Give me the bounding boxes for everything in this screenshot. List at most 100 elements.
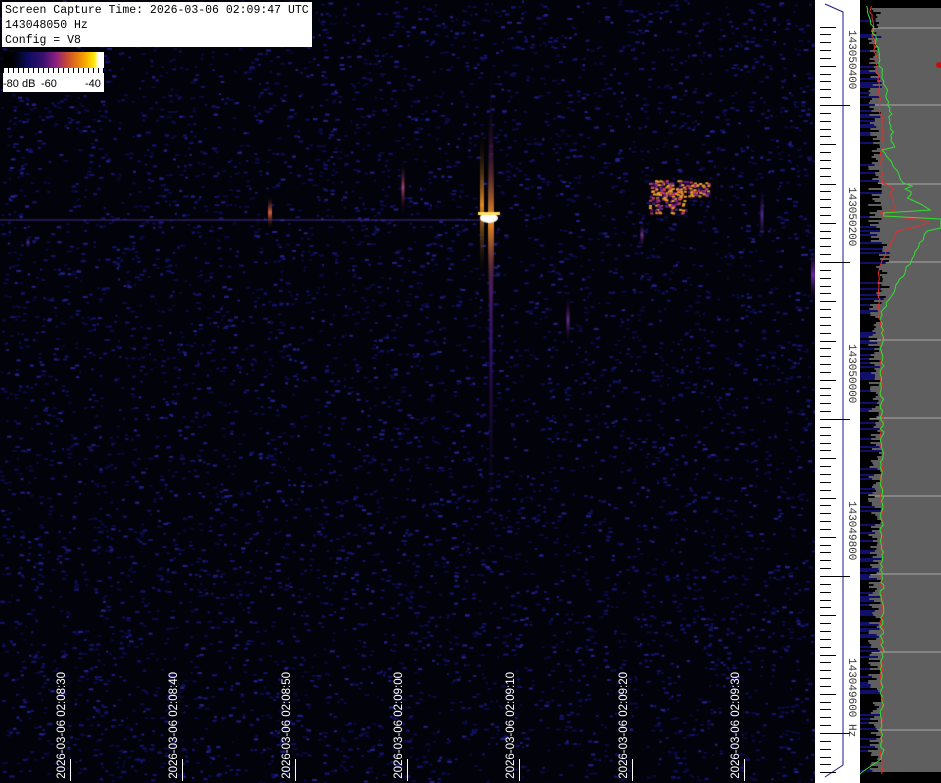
spectrum-bar [860,746,876,748]
ruler-minor-tick [820,552,831,553]
ruler-minor-tick [820,568,831,569]
time-tick [406,759,408,781]
spectrum-bar [860,388,870,390]
spectrum-bar [860,516,878,518]
spectrum-bar [860,332,876,334]
spectrum-bar [860,126,877,128]
spectrum-bar [860,72,877,74]
spectrum-bar [860,494,869,496]
spectrum-bar [860,608,879,610]
time-tick [294,759,296,781]
spectrum-bar [860,512,872,514]
waterfall-display[interactable]: Screen Capture Time: 2026-03-06 02:09:47… [0,0,815,783]
spectrum-bar [860,518,878,520]
spectrum-bar [860,736,881,738]
spectrum-bar [860,204,869,206]
spectrum-bar [860,102,869,104]
spectrum-top-bar [860,0,941,8]
spectrum-bar [860,632,869,634]
ruler-minor-tick [820,545,831,546]
spectrum-bar [860,420,879,422]
spectrum-bar [860,146,880,148]
spectrum-bar [860,352,875,354]
spectrum-bar [860,250,883,252]
spectrogram-canvas [0,0,815,783]
ruler-minor-tick [820,372,831,373]
spectrum-bar [860,438,872,440]
spectrum-trace-red [869,5,931,775]
spectrum-bar [860,706,880,708]
spectrum-bar [860,574,871,576]
spectrum-bar [860,290,882,292]
spectrum-bar [860,620,882,622]
spectrum-bar [860,432,882,434]
spectrum-bar [860,84,873,86]
ruler-minor-tick [820,231,831,232]
spectrum-bar [860,452,879,454]
spectrum-bar [860,174,876,176]
spectrum-bar [860,446,880,448]
spectrum-bar [860,380,881,382]
ruler-minor-tick [820,615,836,616]
spectrum-bar [860,160,878,162]
spectrum-bar [860,56,874,58]
spectrum-bar [860,664,871,666]
ruler-minor-tick [820,427,831,428]
ruler-minor-tick [820,207,831,208]
ruler-minor-tick [820,411,831,412]
spectrum-bar [860,612,873,614]
spectrum-bar [860,636,879,638]
spectrum-bar [860,82,882,84]
spectrum-bar [860,342,878,344]
spectrum-bar [860,224,870,226]
spectrum-bar [860,80,878,82]
spectrum-bar [860,590,875,592]
spectrum-bar [860,296,886,298]
spectrum-bar [860,314,871,316]
spectrum-bar [860,264,881,266]
spectrum-bar [860,286,890,288]
ruler-minor-tick [820,34,831,35]
ruler-minor-tick [820,631,831,632]
spectrum-bar [860,24,877,26]
ruler-minor-tick [820,741,831,742]
ruler-minor-tick [820,670,831,671]
spectrum-bar [860,350,880,352]
ruler-major-tick [820,733,850,734]
spectrum-bar [860,100,871,102]
spectrum-bar [860,10,874,12]
spectrum-bar [860,242,882,244]
spectrum-bar [860,384,879,386]
spectrum-bar [860,258,881,260]
ruler-minor-tick [820,678,831,679]
spectrum-bar [860,254,879,256]
spectrum-bar [860,316,876,318]
spectrum-bar [860,550,875,552]
ruler-minor-tick [820,129,831,130]
spectrum-bar [860,552,871,554]
spectrum-bar [860,652,872,654]
spectrum-bar [860,200,875,202]
spectrum-bar [860,720,879,722]
spectrum-bar [860,768,870,770]
spectrum-bar [860,708,877,710]
ruler-minor-tick [820,403,831,404]
spectrum-bar [860,360,881,362]
ruler-minor-tick [820,521,831,522]
colorbar-label-mid: -60 [41,78,57,90]
spectrum-bar [860,156,872,158]
colorbar-ticks [3,68,104,73]
spectrum-bar [860,510,881,512]
spectrum-bar [860,424,876,426]
frequency-tick-label: 143050200 [845,187,857,247]
spectrum-bar [860,646,871,648]
spectrum-bar [860,464,874,466]
spectrum-bar [860,196,880,198]
spectrum-bar [860,732,871,734]
spectrum-bar [860,270,883,272]
ruler-minor-tick [820,364,831,365]
spectrum-marker [936,62,941,68]
spectrum-bar [860,134,871,136]
colorbar-label-max: -40 [85,78,101,90]
spectrum-bar [860,64,879,66]
